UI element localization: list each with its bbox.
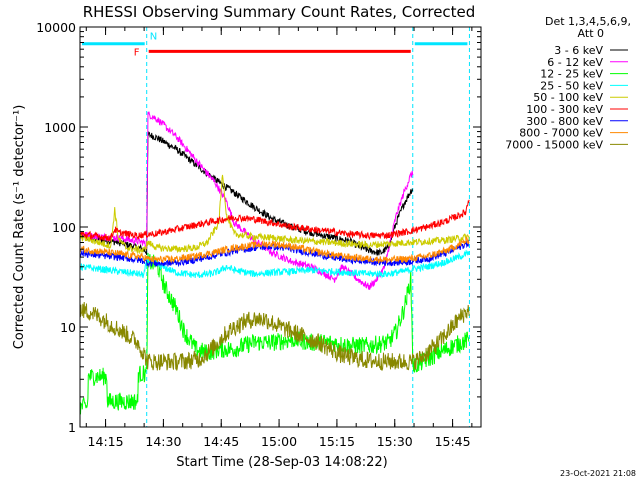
- legend-header-attenuator: Att 0: [578, 27, 604, 40]
- x-tick-label-6: 15:45: [435, 434, 471, 449]
- x-tick-label-2: 14:45: [203, 434, 239, 449]
- legend-label-3: 12 - 25 keV: [540, 68, 603, 81]
- axes-layer: 1 10 100 1000 10000 14:15 14:30 14:45 15:00 15:15…: [36, 20, 481, 449]
- y-tick-label-0: 1: [68, 420, 76, 435]
- legend-label-7: 300 - 800 keV: [526, 115, 603, 128]
- series-line-3: [80, 252, 470, 415]
- x-tick-label-5: 15:30: [377, 434, 413, 449]
- x-tick-label-3: 15:00: [261, 434, 297, 449]
- y-axis-label: Corrected Count Rate (s⁻¹ detector⁻¹): [12, 105, 27, 350]
- legend-header-detectors: Det 1,3,4,5,6,9,: [545, 15, 631, 28]
- series-layer: [80, 111, 470, 415]
- x-axis-label: Start Time (28-Sep-03 14:08:22): [176, 455, 387, 470]
- y-tick-label-4: 10000: [36, 20, 76, 35]
- night-label: N: [150, 32, 157, 43]
- y-tick-label-1: 10: [60, 320, 76, 335]
- legend-label-2: 6 - 12 keV: [547, 56, 603, 69]
- timestamp: 23-Oct-2021 21:08: [560, 469, 636, 478]
- series-line-9: [80, 301, 470, 371]
- series-line-8: [80, 236, 470, 265]
- y-tick-label-3: 1000: [44, 120, 76, 135]
- series-line-6: [80, 199, 470, 242]
- x-tick-label-4: 15:15: [319, 434, 355, 449]
- legend-label-5: 50 - 100 keV: [533, 91, 603, 104]
- legend-label-1: 3 - 6 keV: [554, 44, 603, 57]
- series-line-4: [80, 249, 470, 279]
- legend-label-4: 25 - 50 keV: [540, 79, 603, 92]
- flare-label: F: [134, 47, 140, 58]
- series-line-5: [80, 174, 470, 255]
- legend-label-9: 7000 - 15000 keV: [505, 138, 603, 151]
- chart-title: RHESSI Observing Summary Count Rates, Co…: [83, 3, 476, 21]
- x-tick-label-0: 14:15: [88, 434, 124, 449]
- x-tick-label-1: 14:30: [145, 434, 181, 449]
- legend-label-6: 100 - 300 keV: [526, 103, 603, 116]
- y-tick-label-2: 100: [52, 220, 76, 235]
- legend-label-8: 800 - 7000 keV: [519, 127, 603, 140]
